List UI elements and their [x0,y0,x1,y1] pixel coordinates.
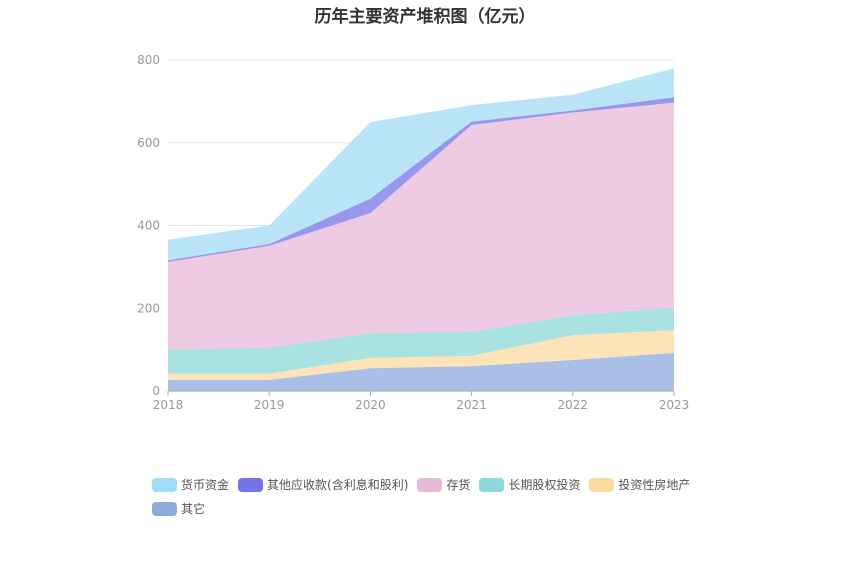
chart-title: 历年主要资产堆积图（亿元） [314,7,536,27]
legend-swatch [238,477,264,492]
legend: 货币资金 其他应收款(含利息和股利) 存货 长期股权投资 投资性房地产其它 [152,476,712,524]
x-tick-label: 2021 [456,398,487,412]
area-1 [168,330,674,380]
legend-item[interactable]: 投资性房地产 [589,476,690,493]
legend-item[interactable]: 长期股权投资 [479,476,580,493]
legend-label: 货币资金 [181,478,230,492]
legend-label: 投资性房地产 [618,478,691,492]
axes: 0 200 400 600 800 2018 2019 2020 2021 2022 2023 [137,53,689,412]
x-tick-label: 2022 [558,398,589,412]
legend-item[interactable]: 其他应收款(含利息和股利) [238,476,408,493]
legend-swatch [152,477,177,492]
x-tick-label: 2019 [254,398,285,412]
x-tick-label: 2018 [153,398,184,412]
legend-label: 长期股权投资 [508,478,581,492]
y-tick-label: 600 [137,136,160,150]
y-tick-label: 200 [137,301,160,315]
legend-swatch [152,501,177,516]
area-series [168,68,674,391]
x-tick-label: 2023 [659,398,690,412]
area-5 [168,68,674,261]
legend-item[interactable]: 货币资金 [152,476,229,493]
area-3 [168,102,674,350]
area-2 [168,307,674,374]
legend-swatch [417,477,443,492]
y-tick-label: 800 [137,53,160,67]
legend-item[interactable]: 存货 [417,476,470,493]
legend-swatch [589,477,615,492]
legend-label: 其他应收款(含利息和股利) [267,478,409,492]
legend-label: 存货 [446,478,471,492]
area-0 [168,352,674,391]
y-tick-label: 0 [152,384,160,398]
y-tick-label: 400 [137,219,160,233]
legend-item[interactable]: 其它 [152,500,205,517]
legend-label: 其它 [181,502,206,516]
x-tick-label: 2020 [355,398,386,412]
legend-swatch [479,477,505,492]
